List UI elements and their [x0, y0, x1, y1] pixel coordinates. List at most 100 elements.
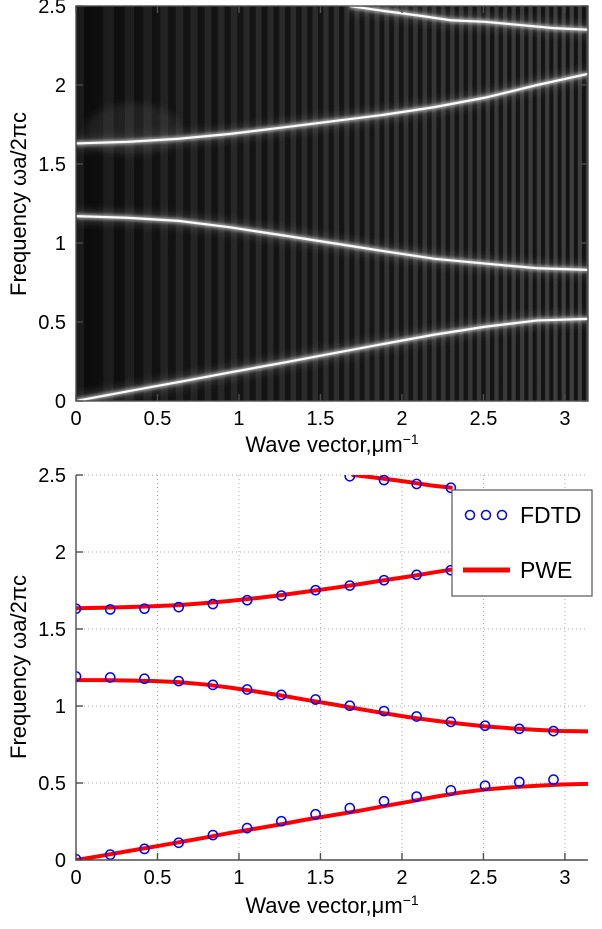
top-x-tick-label: 3	[559, 408, 570, 430]
bottom-y-tick-labels: 0 0.5 1 1.5 2 2.5	[38, 465, 66, 872]
bottom-x-ticks	[75, 853, 566, 860]
fdtd-marker	[378, 795, 390, 807]
fdtd-marker	[241, 822, 253, 834]
fdtd-marker	[344, 802, 356, 814]
fdtd-marker	[310, 694, 321, 705]
band-diagram-plot: 0 0.5 1 1.5 2 2.5 3 00.511.522.5 FDTD PWE Wave	[6, 465, 593, 918]
top-y-axis-title: Frequency ωa/2πc	[6, 112, 31, 296]
bottom-y-tick-label: 1.5	[38, 619, 66, 641]
fdtd-marker	[479, 780, 491, 792]
fdtd-marker	[411, 791, 422, 802]
fdtd-marker	[378, 475, 390, 486]
fdtd-marker	[173, 601, 185, 613]
top-y-tick-label: 2.5	[38, 0, 66, 18]
fdtd-marker	[207, 598, 219, 610]
legend-label-fdtd: FDTD	[520, 502, 581, 528]
top-y-tick-labels: 0 0.5 1 1.5 2 2.5	[38, 0, 66, 413]
fdtd-marker	[378, 574, 390, 586]
legend-label-pwe: PWE	[520, 557, 572, 583]
pwe-band-curve	[351, 475, 453, 490]
interference-fringes	[76, 6, 588, 401]
legend-entry-fdtd[interactable]: FDTD	[464, 502, 582, 528]
fdtd-marker	[548, 774, 559, 785]
bottom-y-axis-title: Frequency ωa/2πc	[6, 575, 31, 759]
fdtd-marker	[479, 720, 491, 732]
fdtd-marker	[104, 849, 116, 860]
top-x-tick-label: 2	[396, 408, 407, 430]
pwe-band-curve	[76, 678, 588, 734]
fdtd-marker	[445, 785, 457, 796]
bottom-x-tick-label: 1	[233, 867, 244, 889]
top-plot-frame	[75, 5, 589, 402]
fdtd-marker	[344, 580, 356, 591]
fdtd-marker	[310, 808, 321, 820]
fdtd-marker	[513, 776, 525, 788]
legend-entry-pwe[interactable]: PWE	[463, 557, 572, 583]
fdtd-marker	[548, 725, 559, 737]
fdtd-marker	[207, 679, 219, 691]
bottom-x-axis-title: Wave vector,μm−1	[245, 892, 419, 918]
fdtd-marker	[173, 837, 185, 849]
bottom-y-tick-label: 2.5	[38, 465, 66, 487]
top-y-tick-label: 1	[55, 233, 66, 255]
top-x-tick-label: 0	[70, 408, 81, 430]
legend[interactable]: FDTD PWE	[451, 489, 593, 597]
heatmap-canvas	[76, 6, 588, 401]
bottom-x-tick-label: 3	[559, 867, 570, 889]
bottom-y-tick-label: 0.5	[38, 773, 66, 795]
fdtd-marker	[378, 705, 390, 717]
fdtd-marker	[207, 829, 219, 841]
fdtd-marker	[310, 584, 321, 596]
bottom-x-tick-label: 2.5	[470, 867, 498, 889]
fdtd-marker	[513, 723, 525, 735]
fdtd-marker	[139, 673, 150, 685]
top-x-tick-label: 0.5	[144, 408, 172, 430]
top-x-tick-labels: 0 0.5 1 1.5 2 2.5 3	[70, 408, 570, 430]
fdtd-marker	[411, 711, 422, 722]
bottom-y-tick-label: 2	[55, 542, 66, 564]
bottom-x-tick-label: 2	[396, 867, 407, 889]
legend-circle-icon	[480, 509, 492, 521]
top-y-tick-label: 0.5	[38, 312, 66, 334]
bottom-y-tick-label: 1	[55, 696, 66, 718]
bottom-y-ticks	[76, 474, 83, 861]
legend-circle-icon	[496, 509, 508, 521]
fdtd-marker	[276, 689, 287, 701]
fdtd-spectral-map-panel: 0 0.5 1 1.5 2 2.5 3 0 0.5 1 1.5 2 2.5 Wave vector,μ…	[6, 0, 589, 457]
top-x-tick-label: 2.5	[470, 408, 498, 430]
top-y-tick-label: 1.5	[38, 154, 66, 176]
fdtd-data-points	[76, 475, 559, 860]
fdtd-marker	[344, 700, 356, 712]
top-x-ticks	[75, 6, 566, 401]
fdtd-marker	[411, 569, 422, 581]
bottom-y-tick-label: 0	[55, 850, 66, 872]
fdtd-marker	[139, 843, 150, 855]
top-y-tick-label: 0	[55, 391, 66, 413]
top-x-axis-title: Wave vector,μm−1	[245, 431, 419, 457]
top-x-tick-label: 1.5	[307, 408, 335, 430]
fdtd-marker	[241, 594, 253, 606]
fdtd-marker	[445, 716, 457, 728]
bottom-x-tick-label: 0	[70, 867, 81, 889]
bottom-x-tick-label: 1.5	[307, 867, 335, 889]
fdtd-marker	[139, 603, 150, 615]
band-ridges	[76, 6, 588, 401]
heatmap-background	[76, 6, 588, 401]
top-y-ticks	[76, 5, 588, 402]
fdtd-marker	[411, 478, 422, 490]
legend-box	[451, 489, 593, 597]
fdtd-marker	[445, 482, 457, 494]
pwe-band-curve	[76, 781, 588, 860]
spectral-map-plot: 0 0.5 1 1.5 2 2.5 3 0 0.5 1 1.5 2 2.5 Wave vector,μ…	[6, 0, 589, 457]
fdtd-marker	[276, 590, 287, 601]
fdtd-marker	[104, 604, 116, 615]
bottom-x-tick-label: 0.5	[144, 867, 172, 889]
fdtd-marker	[241, 684, 253, 695]
top-x-tick-label: 1	[233, 408, 244, 430]
top-y-tick-label: 2	[55, 75, 66, 97]
fdtd-marker	[173, 675, 185, 687]
bottom-x-tick-labels: 0 0.5 1 1.5 2 2.5 3	[70, 867, 570, 889]
fdtd-marker	[104, 672, 116, 683]
band-diagram-panel: 0 0.5 1 1.5 2 2.5 3 0 0.5 1 1.5 2 2.5 FDTD PWE Wave	[0, 465, 602, 929]
